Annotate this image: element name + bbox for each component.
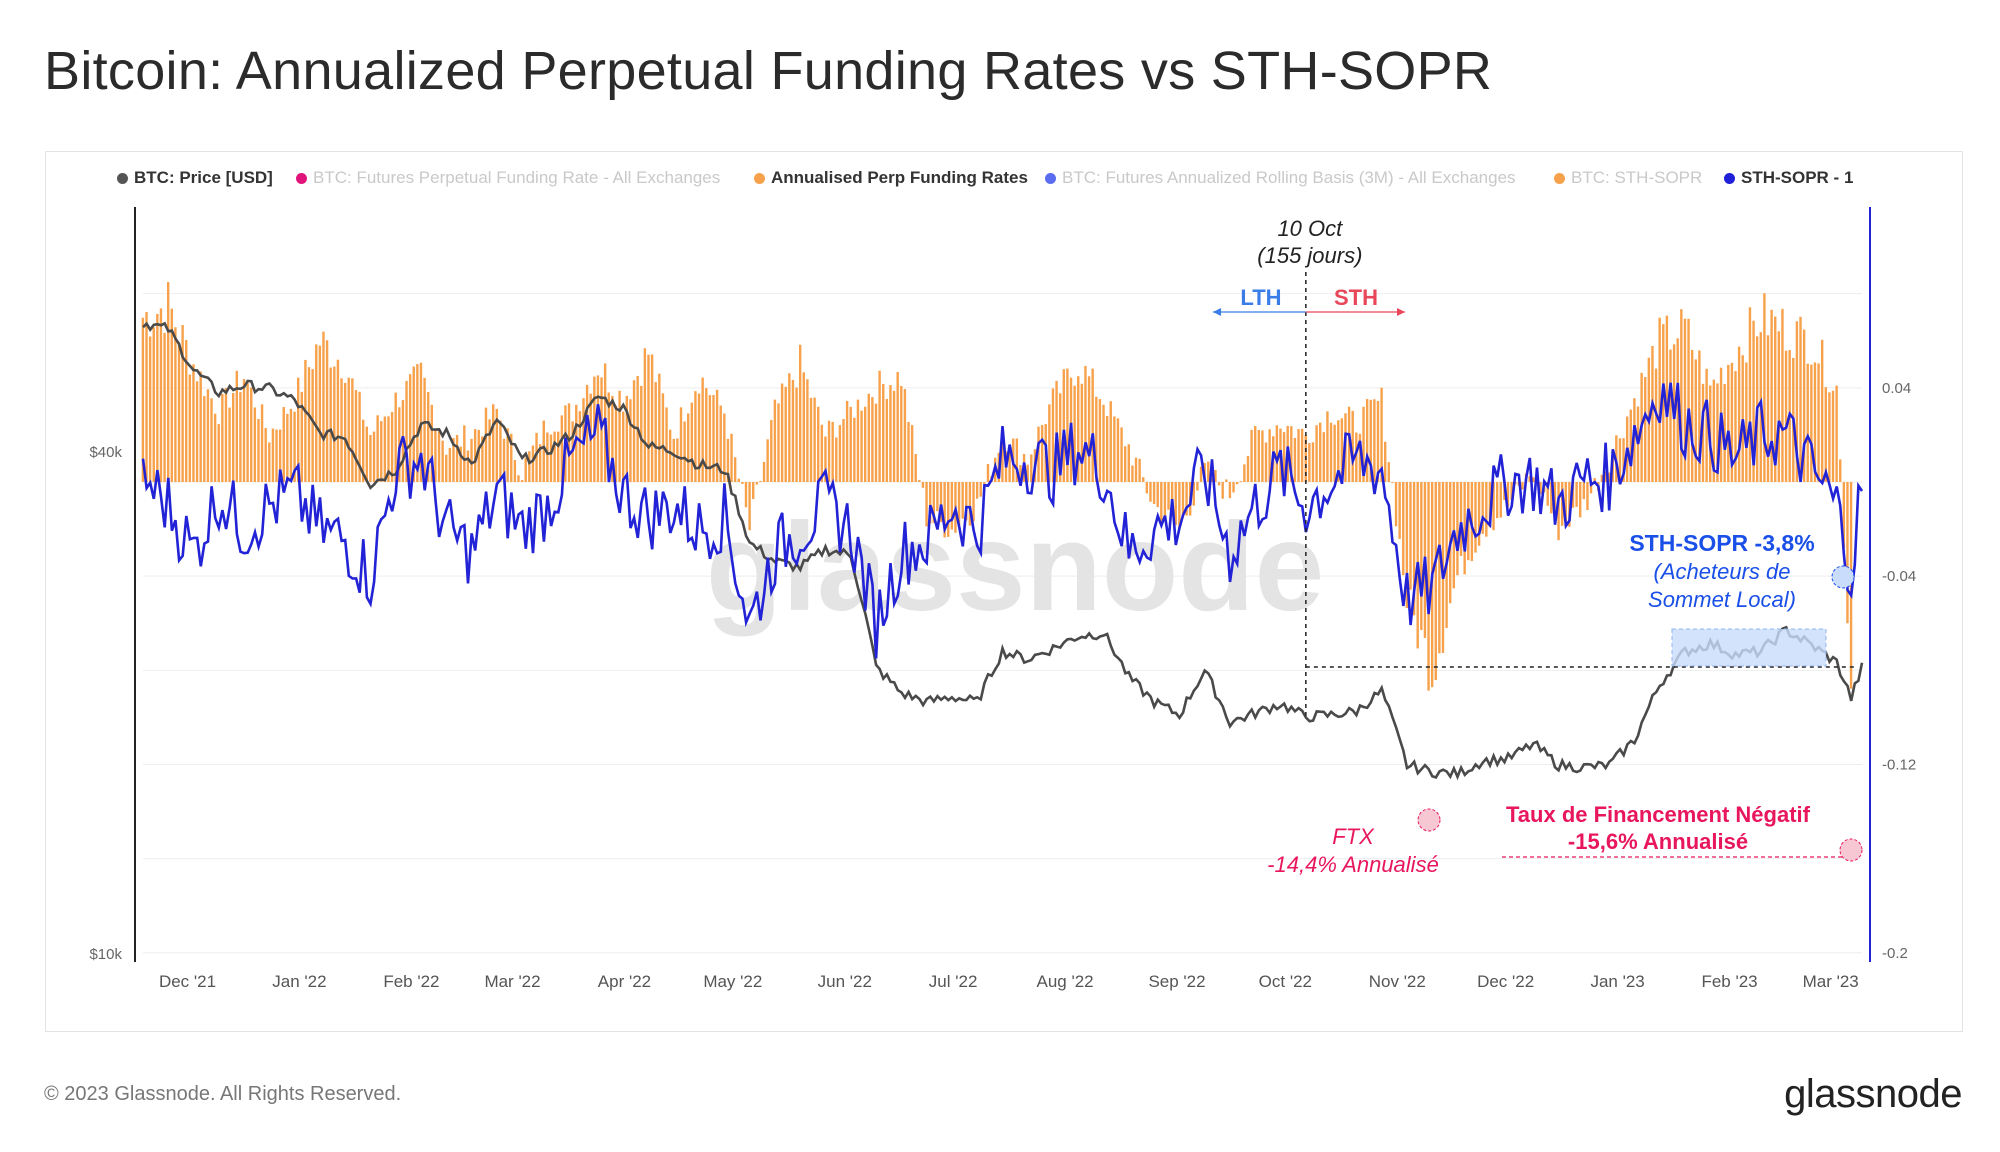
legend-dot-icon <box>1724 172 1735 184</box>
legend-item-rolling-basis[interactable]: BTC: Futures Annualized Rolling Basis (3… <box>1045 168 1516 188</box>
legend-dot-icon <box>754 172 765 184</box>
legend-label: STH-SOPR - 1 <box>1741 168 1854 187</box>
legend-label: Annualised Perp Funding Rates <box>771 168 1028 187</box>
legend-dot-icon <box>1554 172 1565 184</box>
legend-item-funding-rate[interactable]: BTC: Futures Perpetual Funding Rate - Al… <box>296 168 720 188</box>
legend-item-annualised-funding[interactable]: Annualised Perp Funding Rates <box>754 168 1028 188</box>
page-title: Bitcoin: Annualized Perpetual Funding Ra… <box>44 41 1493 101</box>
legend-dot-icon <box>117 172 128 184</box>
brand-logo: glassnode <box>1784 1072 1962 1116</box>
chart-frame <box>45 151 1963 1032</box>
chart-legend: BTC: Price [USD] BTC: Futures Perpetual … <box>0 168 2000 190</box>
legend-dot-icon <box>1045 172 1056 184</box>
legend-label: BTC: STH-SOPR <box>1571 168 1703 187</box>
copyright-text: © 2023 Glassnode. All Rights Reserved. <box>44 1083 402 1105</box>
legend-label: BTC: Futures Perpetual Funding Rate - Al… <box>313 168 721 187</box>
legend-dot-icon <box>296 172 307 184</box>
legend-item-sth-sopr[interactable]: BTC: STH-SOPR <box>1554 168 1702 188</box>
legend-label: BTC: Futures Annualized Rolling Basis (3… <box>1062 168 1516 187</box>
legend-label: BTC: Price [USD] <box>134 168 273 187</box>
legend-item-price[interactable]: BTC: Price [USD] <box>117 168 273 188</box>
legend-item-sth-sopr-minus-one[interactable]: STH-SOPR - 1 <box>1724 168 1853 188</box>
